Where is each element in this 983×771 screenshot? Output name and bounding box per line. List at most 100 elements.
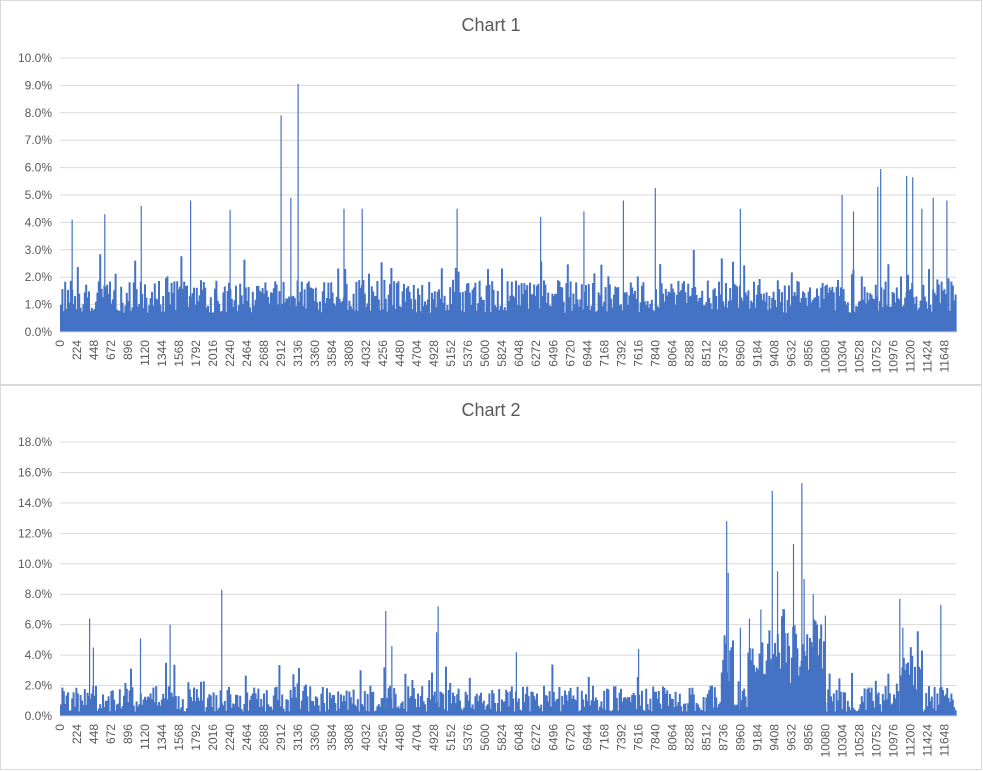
chart-2-bar xyxy=(886,699,888,716)
chart-2-x-tick-label: 672 xyxy=(104,724,118,744)
chart-2-bar xyxy=(837,700,839,716)
chart-1-bar xyxy=(604,287,607,332)
chart-2-bar xyxy=(576,686,579,716)
chart-1-bar xyxy=(454,267,457,332)
chart-1-x-tick-label: 6944 xyxy=(580,340,594,367)
chart-1-bar xyxy=(253,305,256,332)
chart-1-bar xyxy=(573,304,576,332)
chart-2-bar xyxy=(600,701,603,716)
chart-1-bar xyxy=(792,296,795,332)
chart-1-bar xyxy=(480,296,482,332)
chart-1-bar xyxy=(158,280,160,332)
chart-1-bar xyxy=(121,302,124,332)
chart-1-bar xyxy=(628,295,631,332)
chart-2-bar xyxy=(307,711,310,716)
chart-2-bar xyxy=(835,690,838,716)
chart-1-bar xyxy=(776,280,779,332)
chart-2-bar xyxy=(480,692,482,716)
chart-1-bar xyxy=(872,298,874,332)
chart-2-bar xyxy=(97,708,100,716)
chart-1-bar xyxy=(169,304,172,332)
chart-1-bar xyxy=(846,302,849,332)
chart-2-bar xyxy=(922,711,925,716)
chart-1-bar xyxy=(520,283,523,332)
chart-1-bar xyxy=(779,302,782,332)
chart-2-bar xyxy=(144,696,146,716)
chart-1-bar xyxy=(890,306,893,332)
chart-2-bar xyxy=(876,694,879,716)
chart-2-bar xyxy=(916,631,919,716)
chart-2-bar xyxy=(233,704,236,716)
chart-1-bar xyxy=(827,292,830,332)
chart-2-bar xyxy=(296,683,299,716)
chart-2-bar xyxy=(88,696,90,716)
chart-1-bar xyxy=(522,294,524,332)
chart-2-bar xyxy=(723,635,726,716)
chart-2-bar xyxy=(141,704,144,716)
chart-1-bar xyxy=(327,282,330,332)
chart-1-bar xyxy=(713,288,716,332)
chart-2-bar xyxy=(942,690,944,716)
chart-2-bar xyxy=(951,699,954,716)
chart-1-bar xyxy=(277,304,279,332)
chart-1-bar xyxy=(443,295,446,332)
chart-2-bar xyxy=(695,702,698,716)
chart-1-bar xyxy=(503,307,506,332)
chart-1-bar xyxy=(390,267,393,332)
chart-1-bar xyxy=(95,301,97,332)
chart-2-x-tick-label: 3584 xyxy=(325,724,339,751)
chart-2-bar xyxy=(226,690,229,716)
chart-1-bar xyxy=(648,307,650,332)
chart-2-bar xyxy=(321,686,324,716)
chart-2-bar xyxy=(538,708,541,716)
chart-2-bar xyxy=(774,643,776,716)
chart-2-bar xyxy=(202,681,205,716)
chart-1-bar xyxy=(216,300,219,332)
chart-1-bar xyxy=(450,304,453,332)
chart-2-bar xyxy=(536,693,538,716)
chart-2-x-tick-label: 10752 xyxy=(869,724,883,758)
chart-2-bar xyxy=(697,704,699,716)
chart-2-bar xyxy=(338,708,341,716)
chart-1-bar xyxy=(391,305,394,332)
chart-2-bar xyxy=(685,711,688,716)
chart-2-bar xyxy=(271,709,274,716)
chart-2-bar xyxy=(859,704,862,716)
chart-2-bar xyxy=(412,688,415,716)
chart-1-bar xyxy=(652,310,655,332)
chart-1-bar xyxy=(237,305,240,332)
chart-2-bar xyxy=(342,695,345,716)
chart-2-bar xyxy=(284,711,286,716)
chart-2-bar xyxy=(653,691,656,716)
chart-1-bar xyxy=(800,297,803,332)
chart-1-bar xyxy=(489,311,492,332)
chart-2-bar xyxy=(116,704,118,716)
chart-1-bar xyxy=(926,308,929,332)
chart-2-bar xyxy=(209,695,212,716)
chart-1-bar xyxy=(72,304,75,332)
chart-2-bar xyxy=(425,711,428,716)
chart-1-x-tick-label: 9632 xyxy=(784,340,798,367)
chart-2-bar xyxy=(914,666,916,716)
chart-1-bar xyxy=(408,291,411,332)
chart-1-bar xyxy=(351,308,354,332)
chart-1-bar xyxy=(887,264,890,332)
chart-1-bar xyxy=(915,296,918,332)
chart-2-bar xyxy=(809,637,811,716)
chart-1-bar xyxy=(722,301,725,332)
chart-1-bar xyxy=(533,284,536,332)
chart-1-x-tick-label: 7840 xyxy=(648,340,662,367)
chart-2-bar xyxy=(793,625,796,716)
chart-1-bar xyxy=(82,304,85,332)
chart-1-bar xyxy=(837,279,839,332)
chart-2-bar xyxy=(348,691,351,716)
chart-2-bar xyxy=(351,703,354,716)
chart-2-bar xyxy=(106,700,109,716)
chart-2-x-tick-label: 9632 xyxy=(784,724,798,751)
chart-2-bar xyxy=(264,711,267,716)
chart-1-bar xyxy=(734,285,737,332)
chart-2-bar xyxy=(838,678,841,716)
chart-2-bar xyxy=(891,703,894,716)
chart-2-bar xyxy=(862,701,865,716)
chart-1-bar xyxy=(107,294,110,332)
